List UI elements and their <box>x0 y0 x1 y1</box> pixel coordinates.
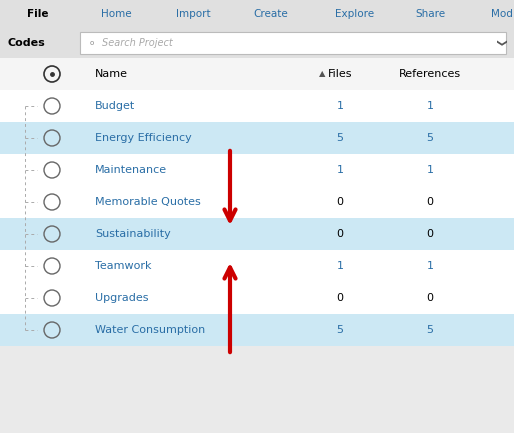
Text: Budget: Budget <box>95 101 135 111</box>
Bar <box>80 32 506 54</box>
Text: 0: 0 <box>427 293 433 303</box>
Text: 5: 5 <box>427 133 433 143</box>
Text: Memorable Quotes: Memorable Quotes <box>95 197 201 207</box>
Bar <box>0 90 514 122</box>
Text: 1: 1 <box>337 165 343 175</box>
Bar <box>0 122 514 154</box>
Text: 0: 0 <box>337 197 343 207</box>
Text: 5: 5 <box>427 325 433 335</box>
Text: 5: 5 <box>337 325 343 335</box>
Text: Files: Files <box>328 69 352 79</box>
Text: Water Consumption: Water Consumption <box>95 325 205 335</box>
Bar <box>0 250 514 282</box>
Text: Energy Efficiency: Energy Efficiency <box>95 133 192 143</box>
Text: 0: 0 <box>427 229 433 239</box>
Text: Home: Home <box>101 9 131 19</box>
Text: Codes: Codes <box>8 38 46 48</box>
Text: 0: 0 <box>337 229 343 239</box>
Text: 1: 1 <box>427 101 433 111</box>
Text: ▲: ▲ <box>319 70 325 78</box>
Bar <box>0 282 514 314</box>
Text: 5: 5 <box>337 133 343 143</box>
Text: Share: Share <box>415 9 445 19</box>
Text: Maintenance: Maintenance <box>95 165 167 175</box>
Bar <box>0 28 514 58</box>
Text: Search Project: Search Project <box>102 38 173 48</box>
Text: 1: 1 <box>337 261 343 271</box>
Bar <box>0 218 514 250</box>
Text: o: o <box>90 40 94 46</box>
Text: ❯: ❯ <box>495 39 505 47</box>
Text: Teamwork: Teamwork <box>95 261 152 271</box>
Text: Explore: Explore <box>336 9 375 19</box>
Text: 0: 0 <box>337 293 343 303</box>
Bar <box>0 186 514 218</box>
Bar <box>0 58 514 90</box>
Text: 1: 1 <box>337 101 343 111</box>
Text: Import: Import <box>176 9 210 19</box>
Bar <box>0 154 514 186</box>
Text: Upgrades: Upgrades <box>95 293 149 303</box>
Text: Name: Name <box>95 69 128 79</box>
Text: Sustainability: Sustainability <box>95 229 171 239</box>
Text: File: File <box>27 9 49 19</box>
Bar <box>0 0 514 28</box>
Text: Mod: Mod <box>491 9 513 19</box>
Bar <box>0 314 514 346</box>
Text: 0: 0 <box>427 197 433 207</box>
Text: 1: 1 <box>427 261 433 271</box>
Text: 1: 1 <box>427 165 433 175</box>
Text: Create: Create <box>253 9 288 19</box>
Text: References: References <box>399 69 461 79</box>
